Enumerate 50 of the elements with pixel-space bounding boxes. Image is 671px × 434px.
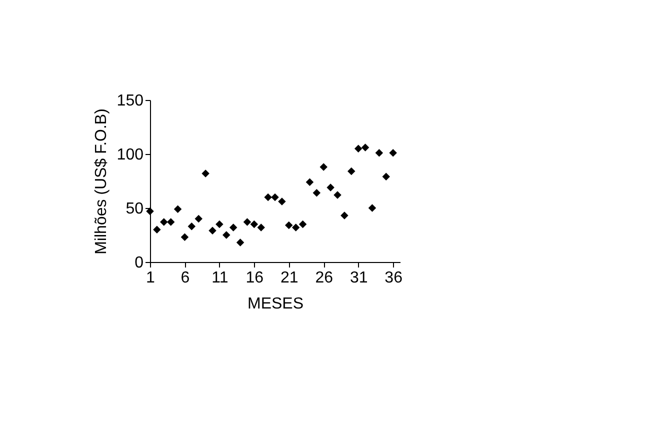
point — [382, 172, 390, 181]
point — [292, 224, 300, 232]
point — [222, 231, 230, 239]
point — [194, 214, 202, 223]
point — [257, 224, 265, 232]
point — [174, 205, 182, 213]
point — [312, 189, 321, 197]
point — [368, 204, 376, 212]
point — [208, 226, 216, 235]
point — [271, 193, 279, 202]
y-tick-label: 100 — [116, 146, 144, 164]
point — [216, 220, 224, 228]
point — [229, 224, 238, 232]
point — [348, 167, 356, 176]
y-tick-label: 50 — [126, 200, 144, 218]
point — [236, 238, 244, 246]
point — [375, 149, 384, 157]
point — [354, 144, 362, 152]
point — [250, 220, 258, 228]
x-tick-label: 26 — [315, 270, 334, 286]
point — [180, 233, 189, 242]
point — [146, 207, 154, 216]
x-tick-label: 1 — [146, 270, 156, 286]
point — [340, 212, 348, 220]
y-tick-label: 150 — [116, 92, 144, 110]
point — [166, 218, 175, 226]
point — [285, 221, 293, 230]
point — [326, 184, 334, 192]
point — [389, 149, 397, 157]
point — [278, 198, 286, 206]
x-tick-label: 36 — [384, 270, 403, 286]
x-axis-title: MESES — [247, 296, 304, 312]
x-tick-label: 6 — [180, 270, 190, 286]
x-tick-label: 11 — [212, 270, 228, 286]
point — [298, 220, 307, 228]
x-tick-label: 16 — [246, 270, 264, 286]
point — [361, 144, 370, 152]
point — [264, 193, 272, 202]
point — [320, 163, 328, 171]
point — [243, 218, 252, 226]
point — [188, 222, 196, 230]
y-axis-title: Milhões (US$ F.O.B) — [92, 108, 110, 254]
point — [160, 218, 168, 226]
y-tick-label: 0 — [134, 254, 144, 272]
x-tick-label: 31 — [350, 270, 368, 286]
point — [202, 170, 210, 178]
x-tick-label: 21 — [280, 270, 298, 286]
point — [153, 226, 161, 234]
point — [334, 191, 342, 199]
point — [306, 178, 314, 186]
